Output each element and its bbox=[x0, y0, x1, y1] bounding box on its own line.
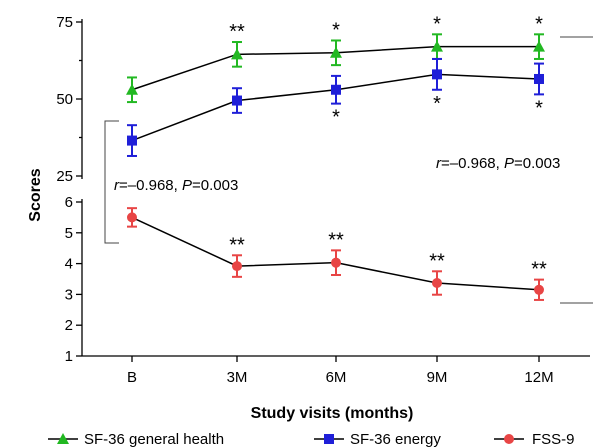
y-tick-label: 25 bbox=[56, 168, 73, 185]
sf36-energy-point bbox=[534, 73, 544, 84]
fss9-point bbox=[127, 212, 137, 223]
fss9-significance: ** bbox=[531, 259, 547, 281]
legend-fss9-marker bbox=[504, 434, 514, 444]
y-tick-label: 6 bbox=[65, 194, 73, 211]
fss9-significance: ** bbox=[229, 234, 245, 256]
legend-sf36-energy-label: SF-36 energy bbox=[350, 431, 441, 448]
legend-fss9-label: FSS-9 bbox=[532, 431, 575, 448]
legend-sf36-general-health-label: SF-36 general health bbox=[84, 431, 224, 448]
fss9-significance: ** bbox=[429, 250, 445, 272]
fss9-point bbox=[432, 278, 442, 289]
correlation-annotation-right: r=–0.968, P=0.003 bbox=[436, 155, 560, 172]
axes: 25 50 75 1 2 3 4 5 6 B 3M 6M 9M 12M bbox=[56, 14, 590, 386]
sf36-energy-significance: * bbox=[535, 97, 543, 119]
correlation-annotation-left: r=–0.968, P=0.003 bbox=[114, 177, 238, 194]
y-tick-label: 1 bbox=[65, 348, 73, 365]
sf36-general-health-significance: * bbox=[433, 13, 441, 35]
y-tick-label: 75 bbox=[56, 14, 73, 31]
legend-sf36-energy-marker bbox=[324, 434, 334, 444]
y-tick-label: 3 bbox=[65, 286, 73, 303]
sf36-general-health-significance: * bbox=[332, 19, 340, 41]
x-tick-label: 6M bbox=[326, 369, 347, 386]
sf36-general-health-point bbox=[533, 40, 545, 52]
sf36-general-health-point bbox=[431, 40, 443, 52]
sf36-general-health-point bbox=[330, 46, 342, 58]
sf36-general-health-point bbox=[126, 83, 138, 95]
correlation-bracket-left bbox=[104, 120, 119, 244]
sf36-energy-significance: * bbox=[332, 107, 340, 129]
fss9-point bbox=[232, 261, 242, 272]
x-tick-label: B bbox=[127, 369, 137, 386]
sf36-energy-significance: * bbox=[433, 93, 441, 115]
y-tick-label: 5 bbox=[65, 225, 73, 242]
y-tick-label: 2 bbox=[65, 317, 73, 334]
x-tick-label: 3M bbox=[227, 369, 248, 386]
legend-sf36-general-health-marker bbox=[57, 433, 69, 444]
sf36-general-health-significance: ** bbox=[229, 21, 245, 43]
x-tick-label: 12M bbox=[524, 369, 553, 386]
legend: SF-36 general health SF-36 energy FSS-9 bbox=[48, 431, 575, 448]
x-axis-title: Study visits (months) bbox=[251, 405, 414, 422]
sf36-energy-point bbox=[432, 69, 442, 80]
y-tick-label: 50 bbox=[56, 91, 73, 108]
fss9-significance: ** bbox=[328, 229, 344, 251]
x-tick-label: 9M bbox=[427, 369, 448, 386]
fss9-point bbox=[534, 284, 544, 295]
fss9-point bbox=[331, 257, 341, 268]
sf36-energy-point bbox=[331, 84, 341, 95]
y-axis-title: Scores bbox=[27, 168, 44, 221]
sf36-general-health-point bbox=[231, 48, 243, 60]
chart-marks: ** * * *** *** **** **r=–0.968, P=0.003r=–0.96… bbox=[104, 13, 593, 304]
y-tick-label: 4 bbox=[65, 256, 73, 273]
sf36-general-health-significance: * bbox=[535, 13, 543, 35]
sf36-energy-point bbox=[127, 135, 137, 146]
sf36-energy-point bbox=[232, 95, 242, 106]
